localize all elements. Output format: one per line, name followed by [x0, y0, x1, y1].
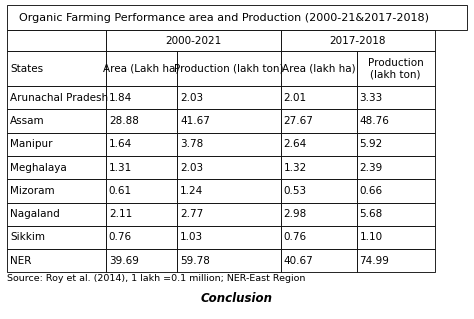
Text: 0.76: 0.76: [109, 233, 132, 242]
Bar: [356, 203, 435, 226]
Text: 0.76: 0.76: [283, 233, 307, 242]
Bar: [281, 133, 356, 156]
Text: 0.53: 0.53: [283, 186, 307, 196]
Text: 27.67: 27.67: [283, 116, 313, 126]
Text: 3.33: 3.33: [359, 93, 383, 103]
Bar: [177, 249, 281, 272]
Bar: [106, 179, 177, 203]
Text: 2.39: 2.39: [359, 163, 383, 173]
Bar: [7, 133, 106, 156]
Bar: [281, 203, 356, 226]
Text: Production
(lakh ton): Production (lakh ton): [368, 58, 423, 79]
Text: Organic Farming Performance area and Production (2000-21&2017-2018): Organic Farming Performance area and Pro…: [19, 12, 429, 23]
Bar: [356, 86, 435, 109]
Bar: [177, 51, 281, 86]
Bar: [177, 179, 281, 203]
Text: 1.31: 1.31: [109, 163, 132, 173]
Text: Conclusion: Conclusion: [201, 292, 273, 305]
Text: 0.66: 0.66: [359, 186, 383, 196]
Text: 40.67: 40.67: [283, 256, 313, 266]
Bar: [177, 86, 281, 109]
Bar: [106, 133, 177, 156]
Bar: [356, 156, 435, 179]
Bar: [356, 109, 435, 133]
Text: 2000-2021: 2000-2021: [165, 36, 221, 46]
Text: 28.88: 28.88: [109, 116, 139, 126]
Bar: [7, 226, 106, 249]
Bar: [281, 156, 356, 179]
Bar: [177, 156, 281, 179]
Bar: [106, 51, 177, 86]
Text: 2.11: 2.11: [109, 209, 132, 219]
Text: Meghalaya: Meghalaya: [10, 163, 67, 173]
Text: 1.32: 1.32: [283, 163, 307, 173]
Text: 41.67: 41.67: [180, 116, 210, 126]
Text: Nagaland: Nagaland: [10, 209, 60, 219]
Text: 0.61: 0.61: [109, 186, 132, 196]
Text: Assam: Assam: [10, 116, 45, 126]
Bar: [177, 226, 281, 249]
Text: 48.76: 48.76: [359, 116, 389, 126]
Text: Area (Lakh ha): Area (Lakh ha): [103, 63, 180, 74]
Text: 2.03: 2.03: [180, 93, 203, 103]
Bar: [281, 226, 356, 249]
Text: Arunachal Pradesh: Arunachal Pradesh: [10, 93, 108, 103]
Bar: [281, 51, 356, 86]
Bar: [106, 109, 177, 133]
Text: States: States: [10, 63, 43, 74]
Text: 2.77: 2.77: [180, 209, 203, 219]
Text: 2.98: 2.98: [283, 209, 307, 219]
Bar: [356, 51, 435, 86]
Text: Sikkim: Sikkim: [10, 233, 45, 242]
Bar: [106, 226, 177, 249]
Bar: [177, 203, 281, 226]
Text: 2.64: 2.64: [283, 139, 307, 149]
Text: 5.68: 5.68: [359, 209, 383, 219]
Text: Production (lakh ton): Production (lakh ton): [174, 63, 284, 74]
Text: 1.03: 1.03: [180, 233, 203, 242]
Bar: [106, 30, 281, 51]
Bar: [356, 179, 435, 203]
Text: Manipur: Manipur: [10, 139, 53, 149]
Text: 2017-2018: 2017-2018: [329, 36, 386, 46]
Text: 74.99: 74.99: [359, 256, 389, 266]
Text: Area (lakh ha): Area (lakh ha): [282, 63, 356, 74]
Bar: [356, 249, 435, 272]
Text: 2.01: 2.01: [283, 93, 307, 103]
Text: 1.64: 1.64: [109, 139, 132, 149]
Bar: [7, 156, 106, 179]
Bar: [7, 249, 106, 272]
Text: 59.78: 59.78: [180, 256, 210, 266]
Bar: [106, 249, 177, 272]
Bar: [7, 109, 106, 133]
Bar: [7, 51, 106, 86]
Bar: [281, 86, 356, 109]
Bar: [7, 5, 467, 30]
Text: 1.84: 1.84: [109, 93, 132, 103]
Bar: [106, 203, 177, 226]
Bar: [356, 133, 435, 156]
Text: 5.92: 5.92: [359, 139, 383, 149]
Text: 3.78: 3.78: [180, 139, 203, 149]
Bar: [7, 30, 106, 51]
Bar: [7, 86, 106, 109]
Bar: [281, 179, 356, 203]
Text: NER: NER: [10, 256, 31, 266]
Bar: [177, 133, 281, 156]
Text: 39.69: 39.69: [109, 256, 139, 266]
Bar: [356, 226, 435, 249]
Bar: [106, 156, 177, 179]
Bar: [7, 179, 106, 203]
Text: 1.24: 1.24: [180, 186, 203, 196]
Text: Mizoram: Mizoram: [10, 186, 55, 196]
Bar: [106, 86, 177, 109]
Bar: [281, 249, 356, 272]
Text: Source: Roy et al. (2014), 1 lakh =0.1 million; NER-East Region: Source: Roy et al. (2014), 1 lakh =0.1 m…: [7, 274, 305, 283]
Bar: [281, 30, 435, 51]
Text: 1.10: 1.10: [359, 233, 383, 242]
Bar: [177, 109, 281, 133]
Bar: [281, 109, 356, 133]
Text: 2.03: 2.03: [180, 163, 203, 173]
Bar: [7, 203, 106, 226]
